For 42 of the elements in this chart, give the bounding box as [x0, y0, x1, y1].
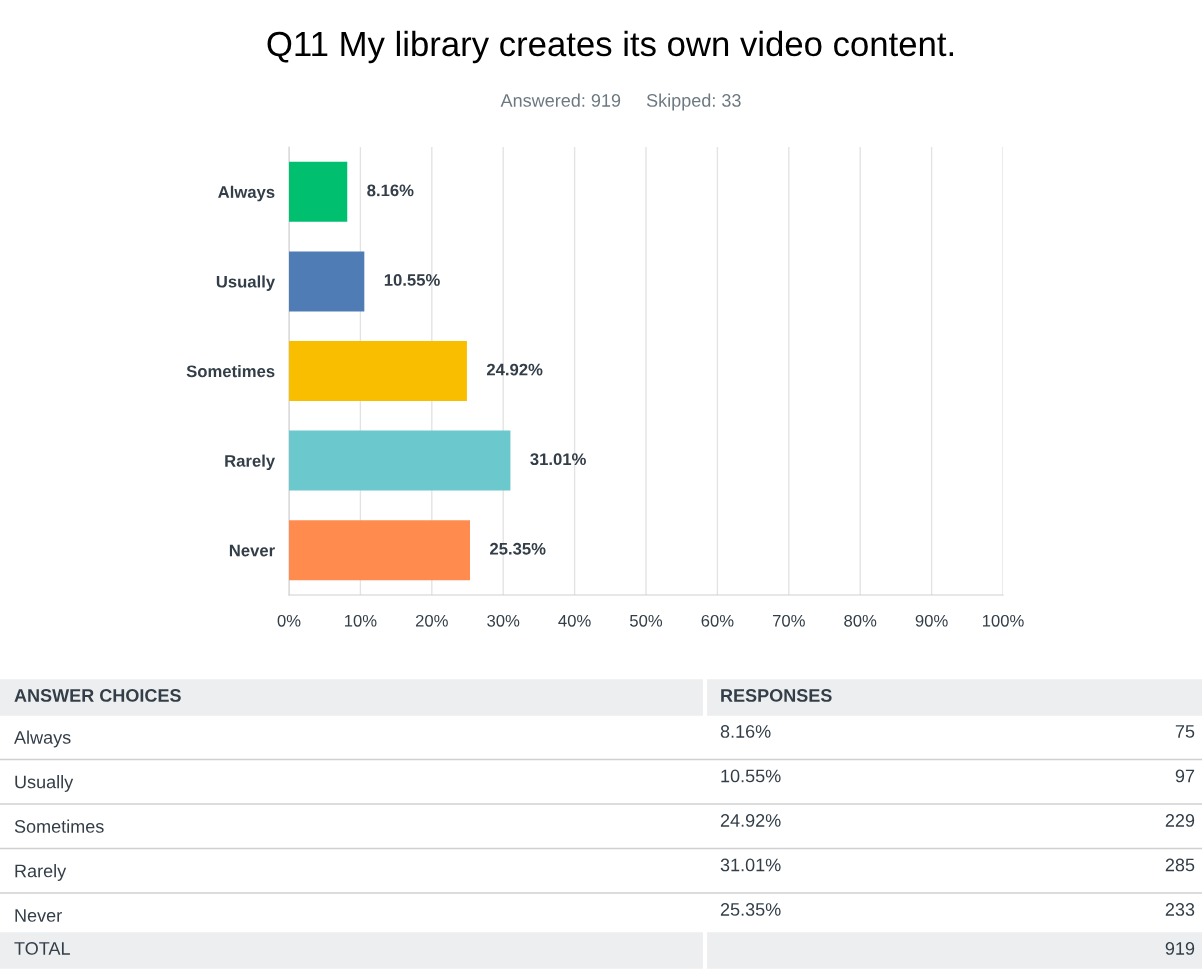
text: 233	[1165, 903, 1195, 916]
text: RESPONSES	[721, 689, 832, 702]
data-label: 31.01%	[530, 453, 586, 466]
x-tick-label: 80%	[844, 614, 877, 627]
text: 919	[1165, 942, 1195, 955]
x-tick-label: 100%	[982, 614, 1024, 627]
x-tick-label: 50%	[629, 614, 663, 627]
y-tick-label: Never	[229, 544, 275, 557]
text: 25.35%	[720, 903, 781, 916]
category-label: Always	[14, 730, 71, 748]
data-label: 10.55%	[384, 274, 440, 286]
data-label: 24.92%	[486, 363, 543, 376]
y-tick-label: Rarely	[225, 454, 276, 471]
text: 24.92%	[720, 814, 781, 827]
y-tick-label: Always	[218, 185, 275, 202]
chart-title: Q11 My library creates its own video content.	[267, 30, 953, 64]
x-tick-label: 20%	[415, 614, 448, 627]
text: 229	[1165, 814, 1195, 827]
x-tick-label: 40%	[558, 614, 591, 627]
category-label: Rarely	[15, 864, 67, 881]
text: 75	[1175, 725, 1195, 738]
y-tick-label: Usually	[216, 275, 276, 291]
text: 8.16%	[720, 725, 771, 738]
x-tick-label: 0%	[277, 614, 301, 627]
category-label: Sometimes	[14, 819, 104, 833]
x-tick-label: 60%	[701, 614, 734, 627]
text: 10.55%	[721, 769, 781, 783]
chart-subtitle: Answered: 919 Skipped: 33	[500, 93, 741, 111]
x-tick-label: 90%	[915, 614, 948, 627]
y-tick-label: Sometimes	[186, 364, 275, 378]
text: 31.01%	[720, 858, 781, 872]
text: ANSWER CHOICES	[14, 689, 181, 702]
x-tick-label: 10%	[344, 614, 377, 627]
x-tick-label: 70%	[772, 614, 805, 627]
x-tick-label: 30%	[487, 614, 520, 627]
text: TOTAL	[14, 942, 70, 955]
text: 285	[1165, 858, 1195, 872]
data-label: 25.35%	[490, 542, 546, 555]
data-label: 8.16%	[367, 184, 414, 197]
category-label: Usually	[15, 775, 74, 792]
category-label: Never	[15, 909, 62, 922]
text: 97	[1175, 769, 1195, 783]
